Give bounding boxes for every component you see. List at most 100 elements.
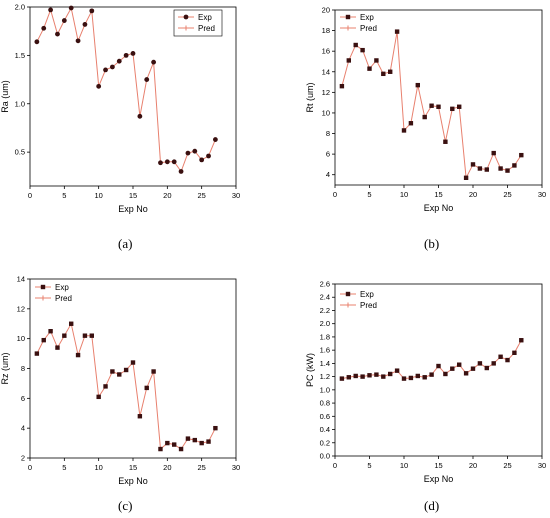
data-point-exp xyxy=(477,166,483,171)
data-point-exp xyxy=(41,337,46,343)
legend-marker-exp xyxy=(345,291,351,297)
y-tick-label: 1.0 xyxy=(320,385,330,394)
x-axis-label: Exp No xyxy=(424,474,454,484)
data-point-exp xyxy=(443,371,448,377)
data-point-exp xyxy=(374,58,379,63)
data-point-exp xyxy=(55,345,60,350)
data-point-exp xyxy=(192,437,197,443)
data-point-exp xyxy=(463,175,469,180)
data-point-exp xyxy=(48,7,53,13)
y-tick-label: 0.8 xyxy=(320,399,330,408)
series-line-pred xyxy=(36,322,216,451)
y-tick-label: 1.0 xyxy=(15,99,25,108)
x-tick-label: 15 xyxy=(129,191,137,200)
data-point-exp xyxy=(450,106,455,112)
y-tick-label: 4 xyxy=(326,170,330,179)
y-tick-label: 2.6 xyxy=(320,280,330,289)
data-point-exp xyxy=(192,148,198,154)
y-tick-label: 14 xyxy=(322,67,330,76)
data-point-exp xyxy=(34,351,40,356)
data-point-exp xyxy=(422,114,427,120)
data-point-exp xyxy=(82,333,88,338)
data-point-exp xyxy=(130,51,136,56)
data-point-exp xyxy=(185,150,191,156)
data-point-exp xyxy=(408,121,414,126)
data-point-exp xyxy=(381,374,386,379)
y-tick-label: 10 xyxy=(17,334,25,343)
y-tick-label: 0.4 xyxy=(320,425,330,434)
data-point-exp xyxy=(75,38,81,44)
x-tick-label: 5 xyxy=(62,191,66,200)
data-point-exp xyxy=(199,157,205,163)
plot-frame xyxy=(29,278,237,459)
data-point-exp xyxy=(463,371,469,376)
y-tick-label: 0.2 xyxy=(320,438,330,447)
data-point-exp xyxy=(213,425,218,431)
y-tick-label: 8 xyxy=(326,129,330,138)
data-point-exp xyxy=(381,71,386,77)
data-point-exp xyxy=(62,333,67,338)
data-point-exp xyxy=(491,150,496,156)
panel-label-a: (a) xyxy=(118,236,133,251)
data-point-exp xyxy=(443,139,448,144)
x-axis-label: Exp No xyxy=(118,204,148,214)
x-tick-label: 25 xyxy=(503,461,511,470)
data-point-exp xyxy=(415,82,420,88)
data-point-exp xyxy=(519,338,524,343)
data-point-exp xyxy=(117,372,122,377)
x-axis-label: Exp No xyxy=(118,476,148,486)
data-point-exp xyxy=(388,371,393,377)
data-point-exp xyxy=(429,103,434,108)
y-tick-label: 2 xyxy=(21,454,25,463)
y-tick-label: 6 xyxy=(21,394,25,403)
legend-label-pred: Pred xyxy=(360,301,377,310)
data-point-exp xyxy=(346,375,351,380)
x-tick-label: 30 xyxy=(538,461,546,470)
data-point-exp xyxy=(388,69,393,74)
data-point-exp xyxy=(69,321,74,326)
y-tick-label: 2.4 xyxy=(320,293,330,302)
data-point-exp xyxy=(123,367,129,373)
y-tick-label: 0.6 xyxy=(320,412,330,421)
plot-frame xyxy=(334,9,543,186)
data-point-exp xyxy=(353,373,358,379)
data-point-exp xyxy=(206,439,211,444)
data-point-exp xyxy=(484,365,489,371)
y-tick-label: 12 xyxy=(17,304,25,313)
panel-label-c: (c) xyxy=(118,498,133,513)
x-tick-label: 15 xyxy=(434,190,442,199)
data-point-exp xyxy=(96,83,102,89)
y-axis-label: Ra (um) xyxy=(0,80,10,113)
x-tick-label: 20 xyxy=(469,461,477,470)
x-tick-label: 30 xyxy=(538,190,546,199)
legend-label-pred: Pred xyxy=(360,24,377,33)
legend: Exp Pred xyxy=(35,283,72,303)
y-tick-label: 1.6 xyxy=(320,346,330,355)
y-tick-label: 16 xyxy=(322,47,330,56)
data-point-exp xyxy=(130,360,136,365)
data-point-exp xyxy=(339,83,345,89)
x-tick-label: 5 xyxy=(367,461,371,470)
x-tick-label: 5 xyxy=(367,190,371,199)
x-tick-label: 15 xyxy=(129,463,137,472)
legend-marker-exp xyxy=(183,14,189,20)
y-tick-label: 10 xyxy=(322,108,330,117)
data-point-exp xyxy=(491,361,496,366)
chart-panel-3: 0 5 10 15 20 25 30 2 4 6 8 10 12 14 Exp No Rz (um) Exp Pr… xyxy=(0,275,240,487)
data-point-exp xyxy=(61,18,67,23)
y-tick-label: 1.2 xyxy=(320,372,330,381)
legend-label-exp: Exp xyxy=(360,290,374,299)
data-point-exp xyxy=(477,361,483,366)
y-tick-label: 14 xyxy=(17,275,25,284)
x-tick-label: 30 xyxy=(232,463,240,472)
y-tick-label: 18 xyxy=(322,26,330,35)
chart-panel-2: 0 5 10 15 20 25 30 4 6 8 10 12 14 16 18 20 Exp No Rt (um)… xyxy=(305,6,546,214)
data-point-exp xyxy=(484,167,489,172)
x-tick-label: 25 xyxy=(503,190,511,199)
y-tick-label: 0.5 xyxy=(15,148,25,157)
data-point-exp xyxy=(199,440,204,446)
legend-label-exp: Exp xyxy=(198,13,212,22)
data-point-exp xyxy=(401,376,407,381)
y-tick-label: 2.2 xyxy=(320,306,330,315)
